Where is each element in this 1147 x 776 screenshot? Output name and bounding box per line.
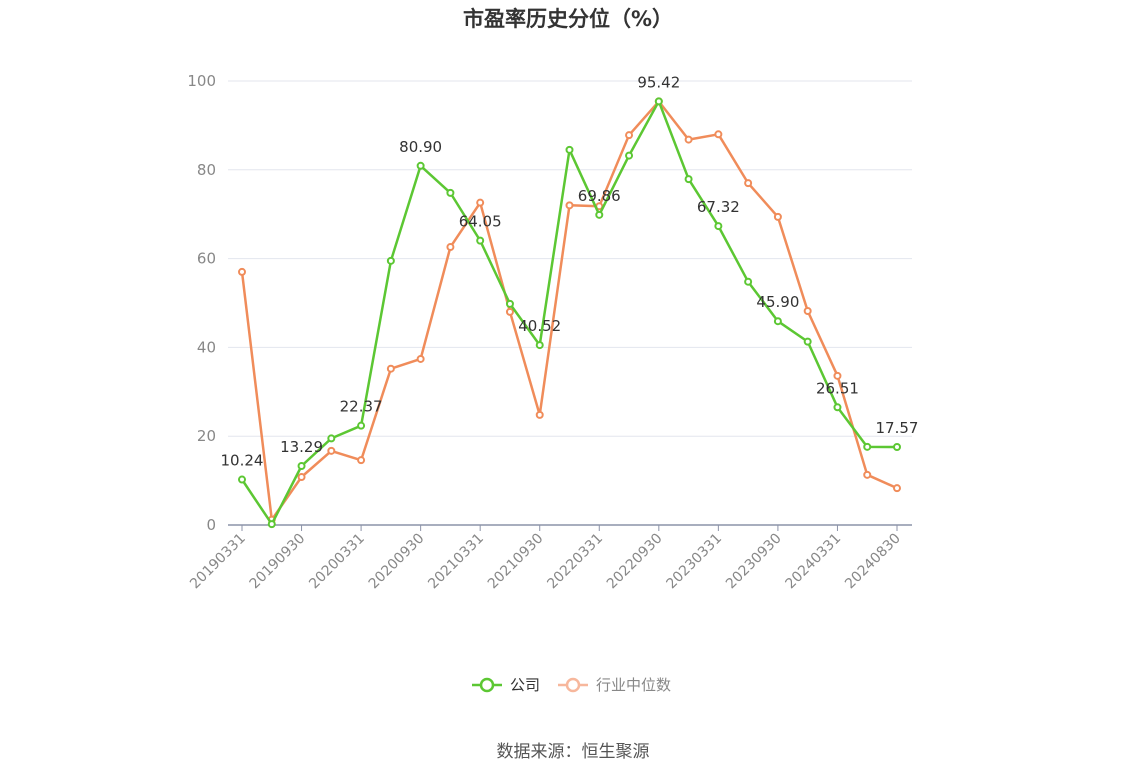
y-tick-label: 80 bbox=[197, 161, 216, 179]
data-point[interactable] bbox=[476, 198, 485, 207]
series-line bbox=[240, 100, 898, 526]
data-point[interactable] bbox=[476, 236, 485, 245]
data-label: 22.37 bbox=[340, 398, 383, 416]
data-point[interactable] bbox=[773, 317, 782, 326]
data-label: 95.42 bbox=[637, 73, 680, 91]
data-point[interactable] bbox=[327, 446, 336, 455]
y-axis: 0 20 40 60 80 100 bbox=[187, 72, 216, 534]
data-point[interactable] bbox=[744, 277, 753, 286]
x-tick-label: 20230331 bbox=[663, 531, 725, 593]
data-point[interactable] bbox=[297, 473, 306, 482]
data-point[interactable] bbox=[684, 175, 693, 184]
x-tick-label: 20210331 bbox=[425, 531, 487, 593]
data-point[interactable] bbox=[863, 442, 872, 451]
grid bbox=[228, 80, 912, 437]
y-tick-label: 100 bbox=[187, 72, 216, 90]
x-tick-label: 20240331 bbox=[783, 531, 845, 593]
data-point[interactable] bbox=[833, 403, 842, 412]
source-note: 数据来源：恒生聚源 bbox=[497, 742, 650, 762]
data-point[interactable] bbox=[505, 307, 514, 316]
data-label: 40.52 bbox=[518, 317, 561, 335]
series-layer bbox=[238, 97, 901, 529]
data-point[interactable] bbox=[357, 456, 366, 465]
data-point[interactable] bbox=[267, 520, 276, 529]
data-point[interactable] bbox=[386, 364, 395, 373]
legend-label: 公司 bbox=[510, 676, 540, 694]
series-0 bbox=[238, 97, 901, 529]
data-point[interactable] bbox=[714, 130, 723, 139]
x-tick-label: 20230930 bbox=[723, 531, 785, 593]
x-tick-label: 20190930 bbox=[247, 531, 309, 593]
data-point[interactable] bbox=[386, 256, 395, 265]
data-label: 45.90 bbox=[756, 293, 799, 311]
data-label: 67.32 bbox=[697, 198, 740, 216]
y-tick-label: 40 bbox=[197, 338, 216, 356]
data-point[interactable] bbox=[238, 267, 246, 276]
y-tick-label: 60 bbox=[197, 250, 216, 268]
data-label: 80.90 bbox=[399, 138, 442, 156]
data-label: 17.57 bbox=[876, 419, 919, 437]
data-point[interactable] bbox=[446, 243, 455, 252]
data-point[interactable] bbox=[416, 161, 425, 170]
data-point[interactable] bbox=[773, 212, 782, 221]
data-point[interactable] bbox=[535, 341, 544, 350]
data-point[interactable] bbox=[893, 442, 901, 451]
legend-marker bbox=[565, 677, 581, 693]
data-point[interactable] bbox=[446, 188, 455, 197]
legend[interactable]: 公司 行业中位数 bbox=[472, 676, 671, 694]
data-point[interactable] bbox=[803, 306, 812, 315]
x-tick-label: 20200930 bbox=[366, 531, 428, 593]
data-label: 13.29 bbox=[280, 438, 323, 456]
data-point[interactable] bbox=[505, 299, 514, 308]
legend-item-1[interactable]: 行业中位数 bbox=[558, 676, 671, 694]
data-point[interactable] bbox=[357, 421, 366, 430]
x-tick-label: 20220331 bbox=[544, 531, 606, 593]
data-point[interactable] bbox=[327, 434, 336, 443]
x-tick-label: 20220930 bbox=[604, 531, 666, 593]
data-point[interactable] bbox=[803, 337, 812, 346]
legend-label: 行业中位数 bbox=[596, 676, 671, 694]
data-point[interactable] bbox=[684, 135, 693, 144]
data-point[interactable] bbox=[625, 151, 634, 160]
data-point[interactable] bbox=[893, 484, 901, 493]
data-point[interactable] bbox=[863, 470, 872, 479]
data-point[interactable] bbox=[238, 475, 246, 484]
data-point[interactable] bbox=[535, 410, 544, 419]
data-point[interactable] bbox=[416, 354, 425, 363]
x-tick-label: 20200331 bbox=[306, 531, 368, 593]
x-axis: 2019033120190930202003312020093020210331… bbox=[187, 524, 912, 593]
data-point[interactable] bbox=[595, 210, 604, 219]
chart-title: 市盈率历史分位（%） bbox=[463, 7, 673, 31]
x-tick-label: 20190331 bbox=[187, 531, 249, 593]
data-labels: 10.24 13.29 22.37 80.90 64.05 40.52 69.86 95.42… bbox=[221, 73, 919, 469]
data-point[interactable] bbox=[714, 222, 723, 231]
legend-marker bbox=[479, 677, 495, 693]
data-point[interactable] bbox=[654, 97, 663, 106]
legend-item-0[interactable]: 公司 bbox=[472, 676, 540, 694]
data-point[interactable] bbox=[833, 371, 842, 380]
data-point[interactable] bbox=[744, 179, 753, 188]
x-tick-label: 20210930 bbox=[485, 531, 547, 593]
data-label: 69.86 bbox=[578, 187, 621, 205]
y-tick-label: 0 bbox=[206, 516, 216, 534]
data-label: 64.05 bbox=[459, 213, 502, 231]
data-point[interactable] bbox=[565, 145, 574, 154]
data-point[interactable] bbox=[625, 131, 634, 140]
y-tick-label: 20 bbox=[197, 427, 216, 445]
data-label: 26.51 bbox=[816, 379, 859, 397]
data-point[interactable] bbox=[297, 461, 306, 470]
x-tick-label: 20240830 bbox=[842, 531, 904, 593]
series-1 bbox=[238, 97, 901, 524]
data-point[interactable] bbox=[565, 201, 574, 210]
data-label: 10.24 bbox=[221, 452, 264, 470]
